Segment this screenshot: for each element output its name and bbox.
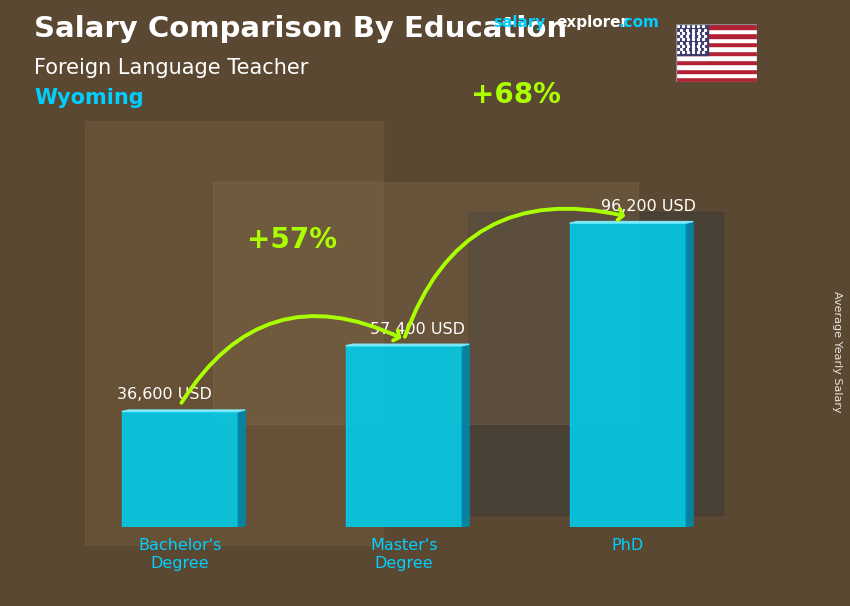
Text: explorer: explorer: [557, 15, 629, 30]
Text: 57,400 USD: 57,400 USD: [371, 322, 465, 337]
Bar: [676, 64, 756, 68]
Polygon shape: [238, 410, 245, 527]
Bar: [468, 212, 722, 515]
Bar: [676, 73, 756, 78]
Text: Salary Comparison By Education: Salary Comparison By Education: [34, 15, 567, 43]
Bar: [676, 24, 708, 55]
Text: 36,600 USD: 36,600 USD: [117, 387, 212, 402]
Text: Average Yearly Salary: Average Yearly Salary: [832, 291, 842, 412]
Text: +68%: +68%: [471, 81, 561, 109]
Bar: [676, 33, 756, 38]
Bar: [676, 24, 756, 28]
Polygon shape: [122, 410, 245, 411]
Bar: [676, 28, 756, 33]
Polygon shape: [462, 344, 469, 527]
Polygon shape: [570, 222, 693, 223]
Bar: [676, 51, 756, 55]
Text: +57%: +57%: [247, 227, 337, 255]
Bar: [85, 121, 382, 545]
Bar: [676, 55, 756, 59]
Bar: [676, 38, 756, 42]
Bar: [570, 223, 686, 527]
Bar: [212, 182, 638, 424]
Polygon shape: [686, 222, 693, 527]
Text: 96,200 USD: 96,200 USD: [601, 199, 696, 214]
Text: Wyoming: Wyoming: [34, 88, 144, 108]
Bar: [676, 47, 756, 51]
Bar: [346, 346, 462, 527]
Bar: [676, 68, 756, 73]
Text: .com: .com: [619, 15, 660, 30]
Text: salary: salary: [493, 15, 546, 30]
Bar: [676, 42, 756, 47]
Polygon shape: [346, 344, 469, 346]
Bar: [122, 411, 238, 527]
Text: Foreign Language Teacher: Foreign Language Teacher: [34, 58, 309, 78]
Bar: [676, 78, 756, 82]
Bar: [676, 59, 756, 64]
